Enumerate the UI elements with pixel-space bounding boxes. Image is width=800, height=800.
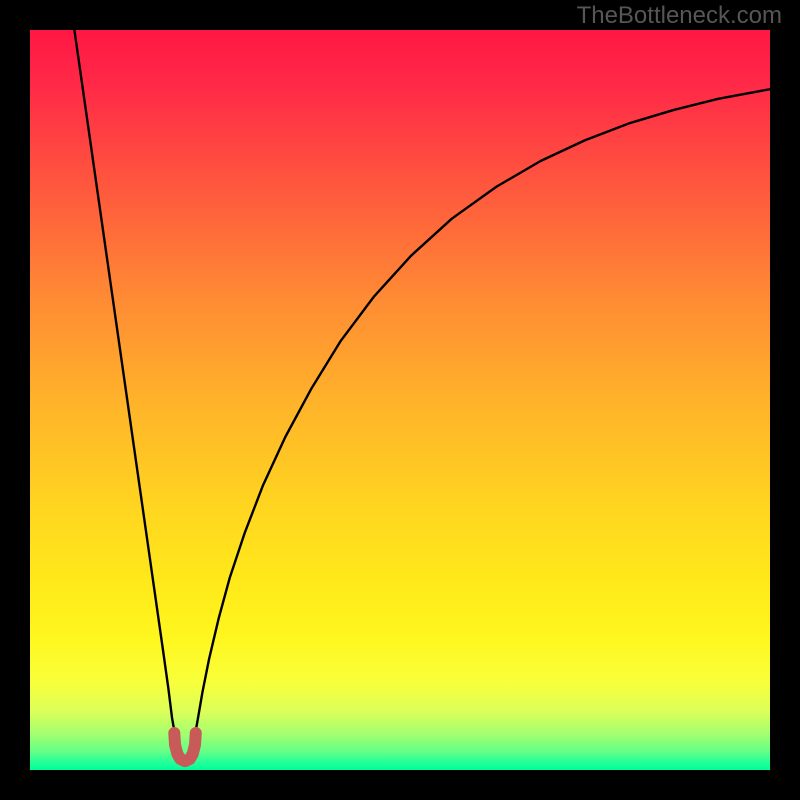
chart-root: TheBottleneck.com: [0, 0, 800, 800]
bottleneck-curve: [74, 30, 770, 759]
dip-marker: [174, 733, 195, 761]
plot-area: [30, 30, 770, 770]
watermark-text: TheBottleneck.com: [577, 2, 782, 30]
curve-layer: [30, 30, 770, 770]
